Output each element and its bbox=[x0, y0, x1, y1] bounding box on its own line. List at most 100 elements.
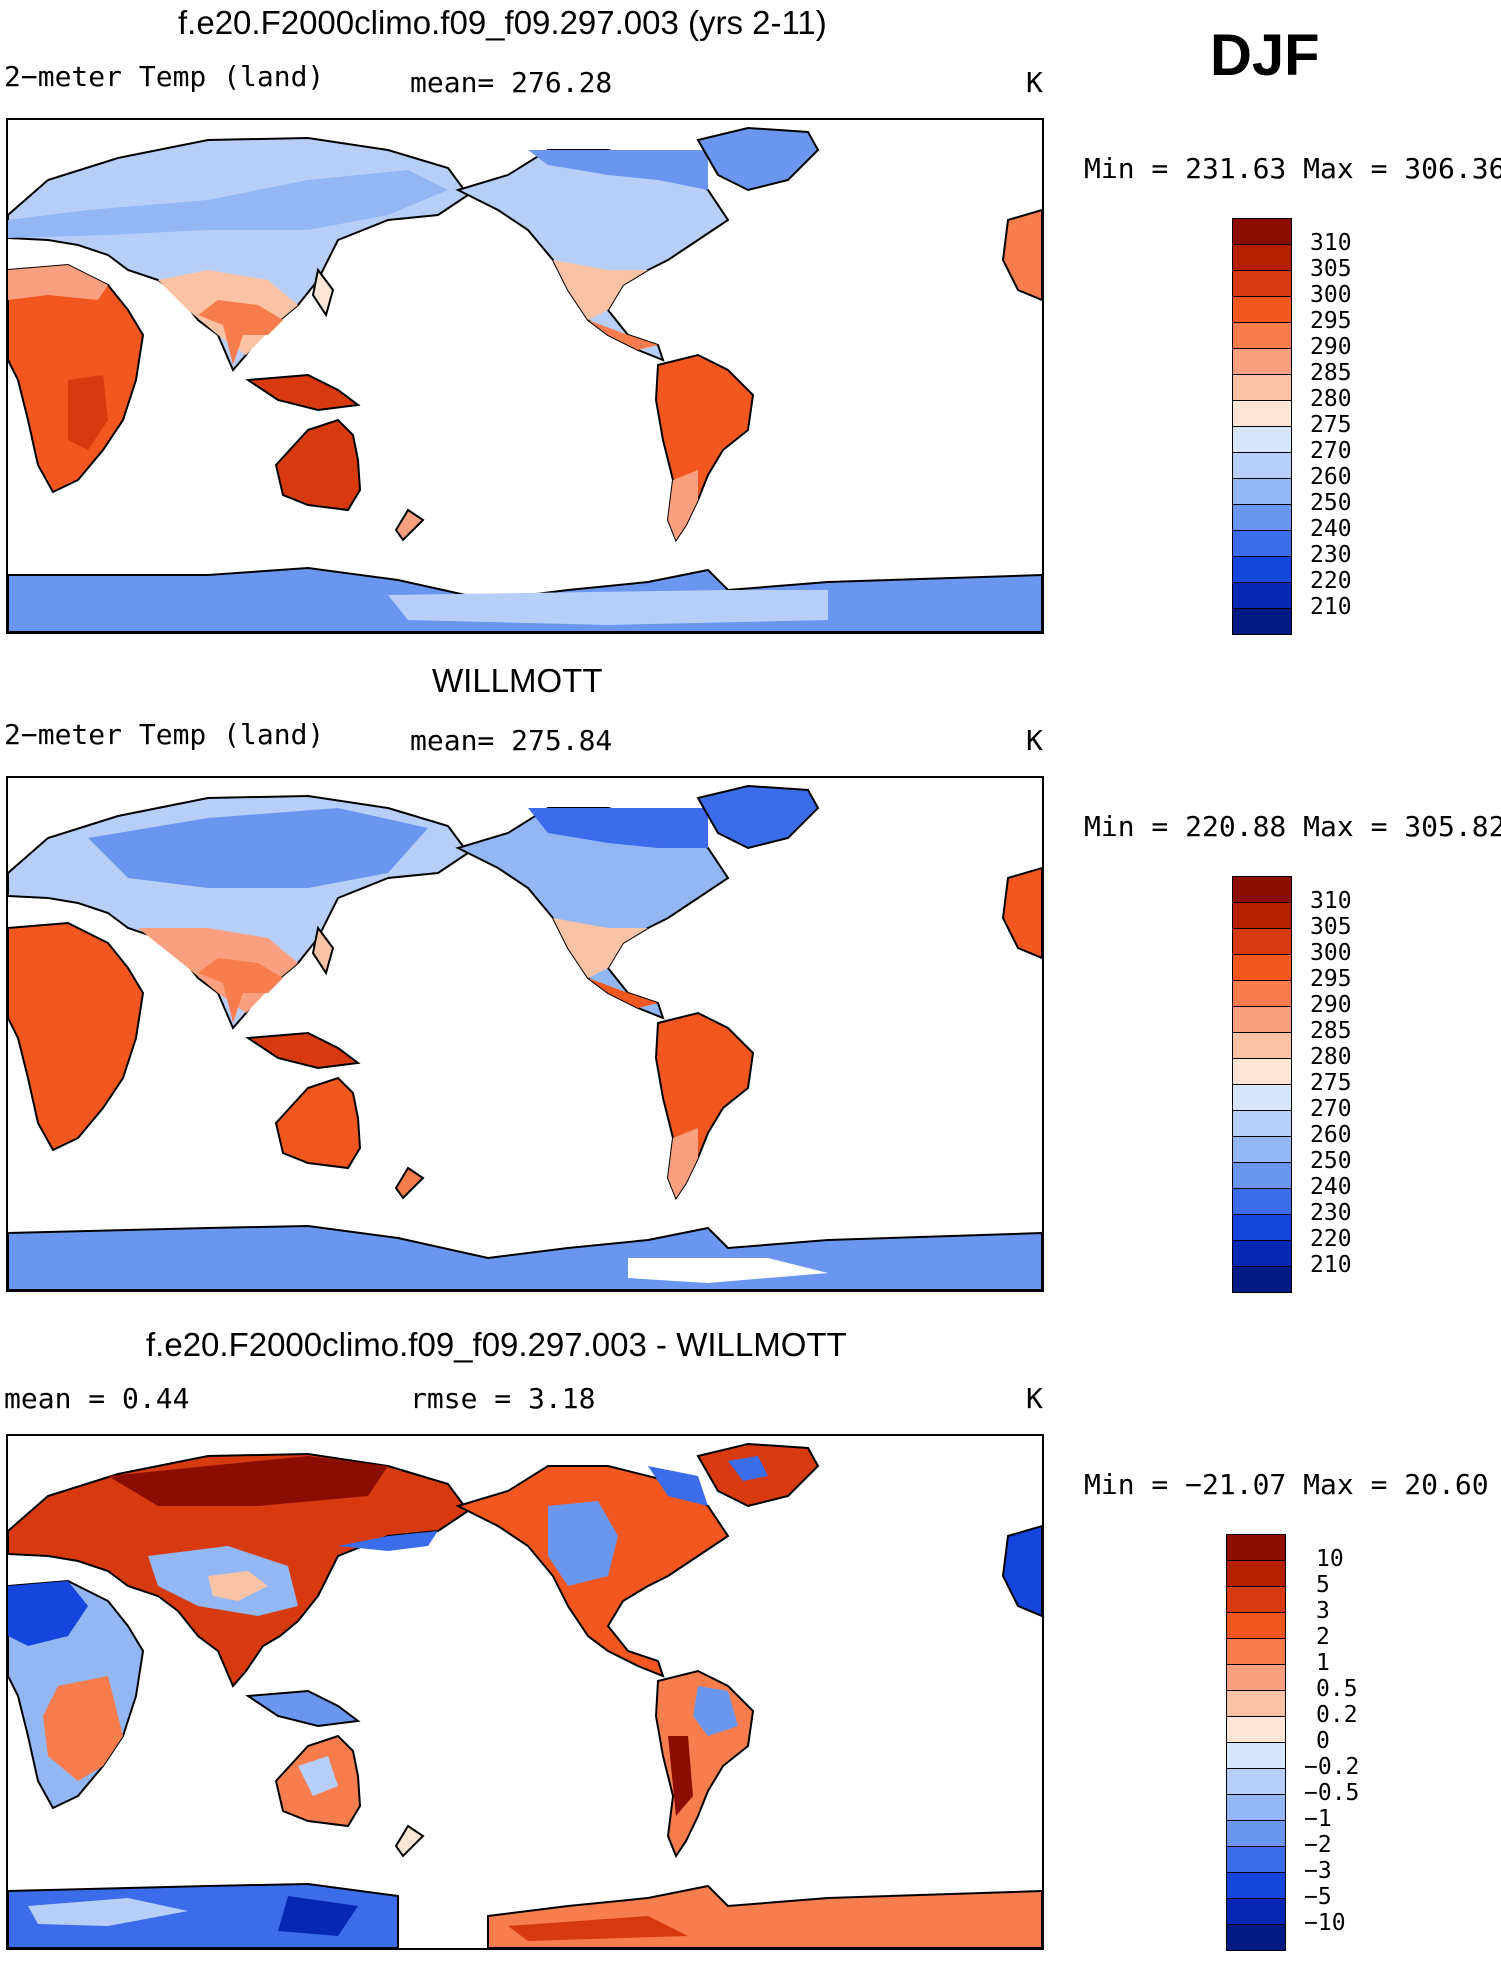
panel2-colorbar-swatch bbox=[1232, 1058, 1292, 1085]
colorbar-label: 280 bbox=[1310, 1044, 1352, 1070]
colorbar-label: −5 bbox=[1304, 1884, 1332, 1910]
panel3-rmse: rmse = 3.18 bbox=[410, 1382, 596, 1415]
colorbar-label: −3 bbox=[1304, 1858, 1332, 1884]
panel2-colorbar-swatch bbox=[1232, 1162, 1292, 1189]
colorbar-label: −2 bbox=[1304, 1832, 1332, 1858]
colorbar-label: 0.5 bbox=[1316, 1676, 1358, 1702]
colorbar-label: 285 bbox=[1310, 1018, 1352, 1044]
panel3-colorbar-swatch bbox=[1226, 1690, 1286, 1717]
panel2-colorbar-swatch bbox=[1232, 1032, 1292, 1059]
colorbar-label: 250 bbox=[1310, 1148, 1352, 1174]
panel2-colorbar-swatch bbox=[1232, 1110, 1292, 1137]
panel1-colorbar-swatch bbox=[1232, 530, 1292, 557]
season-label: DJF bbox=[1210, 23, 1320, 88]
panel2-colorbar-swatch bbox=[1232, 954, 1292, 981]
colorbar-label: 280 bbox=[1310, 386, 1352, 412]
colorbar-label: 220 bbox=[1310, 568, 1352, 594]
colorbar-label: 210 bbox=[1310, 1252, 1352, 1278]
panel2-units: K bbox=[1026, 724, 1043, 757]
panel2-variable: 2−meter Temp (land) bbox=[4, 718, 325, 751]
panel3-colorbar-swatch bbox=[1226, 1794, 1286, 1821]
panel2-colorbar-swatch bbox=[1232, 1188, 1292, 1215]
colorbar-label: 295 bbox=[1310, 308, 1352, 334]
colorbar-label: 310 bbox=[1310, 230, 1352, 256]
colorbar-label: 1 bbox=[1316, 1650, 1330, 1676]
colorbar-label: 295 bbox=[1310, 966, 1352, 992]
colorbar-label: −10 bbox=[1304, 1910, 1346, 1936]
panel2-mean: mean= 275.84 bbox=[410, 724, 613, 757]
panel3-colorbar-swatch bbox=[1226, 1664, 1286, 1691]
colorbar-label: 290 bbox=[1310, 334, 1352, 360]
panel1-title: f.e20.F2000climo.f09_f09.297.003 (yrs 2-… bbox=[178, 4, 827, 41]
panel2-colorbar-swatch bbox=[1232, 1006, 1292, 1033]
panel3-colorbar-swatch bbox=[1226, 1586, 1286, 1613]
panel1-colorbar-swatch bbox=[1232, 582, 1292, 609]
colorbar-label: 0 bbox=[1316, 1728, 1330, 1754]
colorbar-label: 270 bbox=[1310, 438, 1352, 464]
panel3-colorbar-swatch bbox=[1226, 1534, 1286, 1561]
panel1-colorbar-swatch bbox=[1232, 556, 1292, 583]
colorbar-label: 250 bbox=[1310, 490, 1352, 516]
colorbar-label: 290 bbox=[1310, 992, 1352, 1018]
panel2-colorbar-swatch bbox=[1232, 1084, 1292, 1111]
landmass-greenland bbox=[696, 126, 820, 192]
panel1-colorbar-swatch bbox=[1232, 218, 1292, 245]
colorbar-label: 3 bbox=[1316, 1598, 1330, 1624]
colorbar-label: 210 bbox=[1310, 594, 1352, 620]
colorbar-label: 2 bbox=[1316, 1624, 1330, 1650]
panel1-minmax: Min = 231.63 Max = 306.36 bbox=[1084, 152, 1501, 185]
panel1-map bbox=[6, 118, 1044, 634]
panel3-colorbar-swatch bbox=[1226, 1612, 1286, 1639]
colorbar-label: 10 bbox=[1316, 1546, 1344, 1572]
panel3-units: K bbox=[1026, 1382, 1043, 1415]
panel3-colorbar-swatch bbox=[1226, 1820, 1286, 1847]
panel2-map bbox=[6, 776, 1044, 1292]
panel2-minmax: Min = 220.88 Max = 305.82 bbox=[1084, 810, 1501, 843]
panel3-colorbar: 10 5 3 2 1 0.5 0.2 0 −0.2 −0.5 −1 −2 −3 … bbox=[1226, 1534, 1396, 1951]
panel1-colorbar-swatch bbox=[1232, 374, 1292, 401]
colorbar-label: −1 bbox=[1304, 1806, 1332, 1832]
panel3-colorbar-swatch bbox=[1226, 1638, 1286, 1665]
panel1-colorbar-swatch bbox=[1232, 400, 1292, 427]
panel3-colorbar-swatch bbox=[1226, 1872, 1286, 1899]
landmass-africa bbox=[8, 263, 145, 494]
panel2-colorbar-swatch bbox=[1232, 1214, 1292, 1241]
panel1-colorbar: 310 305 300 295 290 285 280 275 270 260 … bbox=[1232, 218, 1392, 635]
panel1-colorbar-swatch bbox=[1232, 478, 1292, 505]
panel2-title: WILLMOTT bbox=[432, 662, 603, 699]
colorbar-label: 300 bbox=[1310, 940, 1352, 966]
colorbar-label: 230 bbox=[1310, 1200, 1352, 1226]
colorbar-label: 220 bbox=[1310, 1226, 1352, 1252]
panel3-colorbar-swatch bbox=[1226, 1742, 1286, 1769]
colorbar-label: 260 bbox=[1310, 464, 1352, 490]
panel1-mean: mean= 276.28 bbox=[410, 66, 613, 99]
panel1-units: K bbox=[1026, 66, 1043, 99]
panel2-colorbar-swatch bbox=[1232, 980, 1292, 1007]
colorbar-label: 230 bbox=[1310, 542, 1352, 568]
panel1-variable: 2−meter Temp (land) bbox=[4, 60, 325, 93]
panel3-title: f.e20.F2000climo.f09_f09.297.003 - WILLM… bbox=[146, 1326, 847, 1363]
panel3-colorbar-swatch bbox=[1226, 1716, 1286, 1743]
colorbar-label: −0.2 bbox=[1304, 1754, 1360, 1780]
colorbar-label: −0.5 bbox=[1304, 1780, 1360, 1806]
colorbar-label: 305 bbox=[1310, 256, 1352, 282]
panel1-colorbar-swatch bbox=[1232, 348, 1292, 375]
panel1-colorbar-swatch bbox=[1232, 452, 1292, 479]
panel1-colorbar-swatch bbox=[1232, 322, 1292, 349]
panel3-colorbar-swatch bbox=[1226, 1898, 1286, 1925]
panel3-colorbar-swatch bbox=[1226, 1846, 1286, 1873]
panel2-colorbar: 310 305 300 295 290 285 280 275 270 260 … bbox=[1232, 876, 1392, 1293]
panel2-colorbar-swatch bbox=[1232, 902, 1292, 929]
panel3-mean: mean = 0.44 bbox=[4, 1382, 190, 1415]
colorbar-label: 305 bbox=[1310, 914, 1352, 940]
panel2-colorbar-swatch bbox=[1232, 928, 1292, 955]
colorbar-label: 285 bbox=[1310, 360, 1352, 386]
colorbar-label: 275 bbox=[1310, 412, 1352, 438]
panel3-colorbar-swatch bbox=[1226, 1560, 1286, 1587]
panel1-colorbar-swatch bbox=[1232, 608, 1292, 635]
colorbar-label: 310 bbox=[1310, 888, 1352, 914]
colorbar-label: 260 bbox=[1310, 1122, 1352, 1148]
panel1-colorbar-swatch bbox=[1232, 426, 1292, 453]
landmass-australia bbox=[274, 418, 362, 512]
colorbar-label: 270 bbox=[1310, 1096, 1352, 1122]
